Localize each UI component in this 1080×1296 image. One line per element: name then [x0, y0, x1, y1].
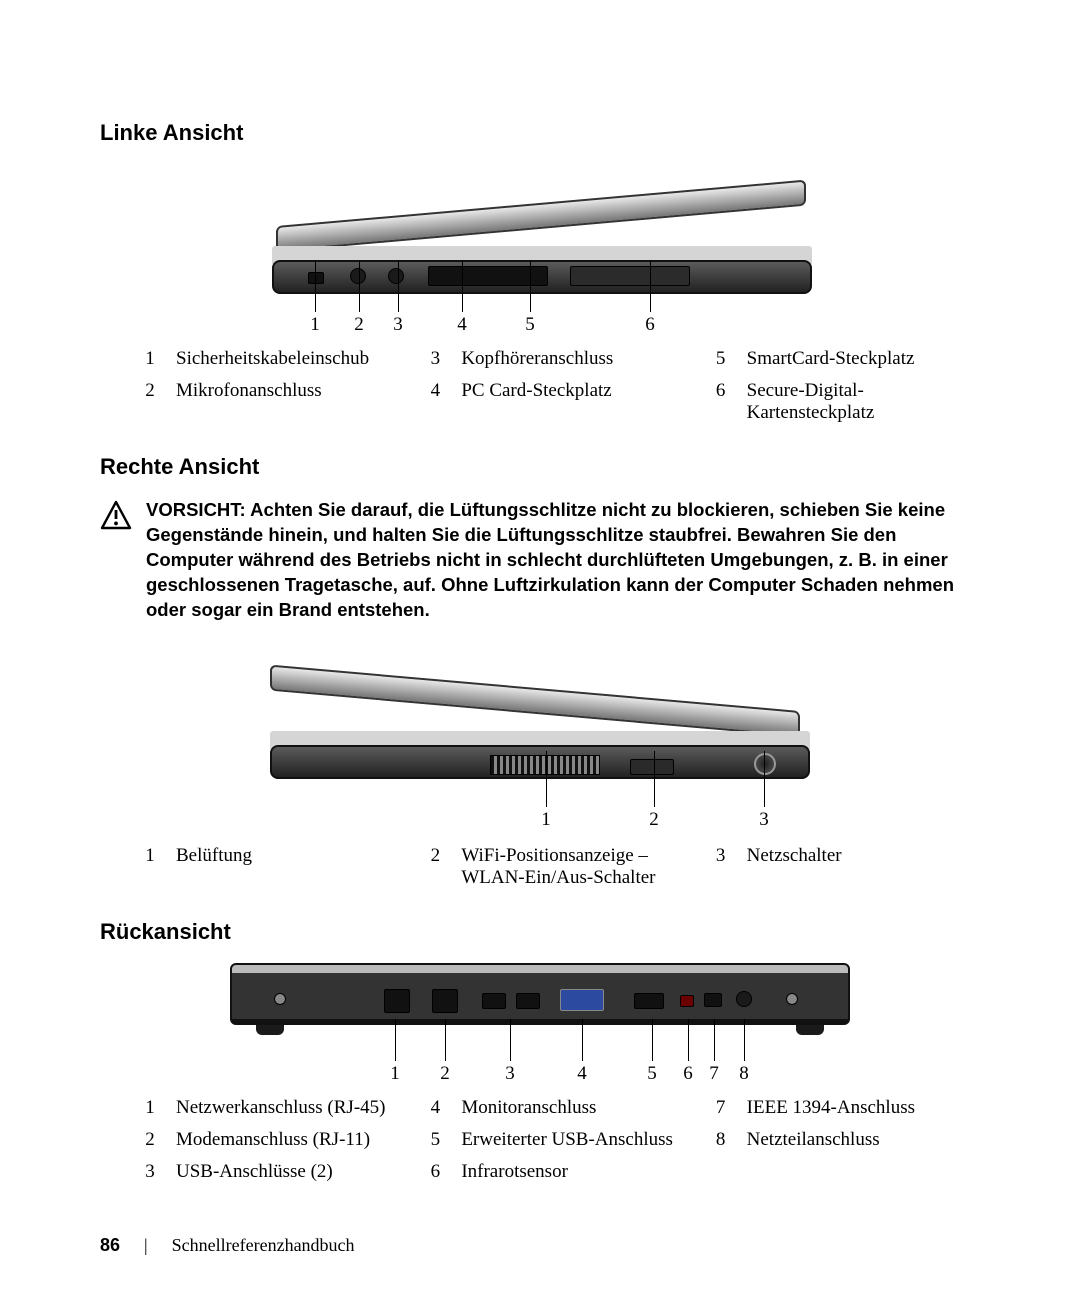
callout-number: 6: [645, 314, 655, 336]
leader-line: [650, 260, 651, 312]
leader-line: [359, 260, 360, 312]
leader-line: [398, 260, 399, 312]
callout-table-number: [701, 1161, 741, 1183]
callout-table-number: 8: [701, 1129, 741, 1151]
callout-table-label: [747, 1161, 980, 1183]
right-view-diagram: 1 2 3: [260, 641, 820, 831]
back-view-callout-table: 1 Netzwerkanschluss (RJ-45) 4 Monitoranschl…: [130, 1097, 980, 1183]
callout-table-label: Netzschalter: [747, 845, 980, 889]
callout-table-number: 1: [130, 1097, 170, 1119]
callout-table-number: 7: [701, 1097, 741, 1119]
callout-table-label: WiFi-Positionsanzeige – WLAN-Ein/Aus-Sch…: [461, 845, 694, 889]
callout-table-number: 1: [130, 845, 170, 889]
callout-table-label: Infrarotsensor: [461, 1161, 694, 1183]
callout-table-number: 5: [415, 1129, 455, 1151]
leader-line: [315, 260, 316, 312]
page-number: 86: [100, 1235, 120, 1256]
callout-table-label: Erweiterter USB-Anschluss: [461, 1129, 694, 1151]
heading-right-view: Rechte Ansicht: [100, 454, 980, 480]
leader-line: [714, 1019, 715, 1061]
leader-line: [652, 1019, 653, 1061]
right-view-callout-table: 1Belüftung2WiFi-Positionsanzeige – WLAN-…: [130, 845, 980, 889]
back-view-callout-numbers: [230, 1057, 850, 1083]
callout-table-number: 4: [415, 380, 455, 424]
callout-table-number: 2: [415, 845, 455, 889]
warning-triangle-icon: [100, 500, 132, 530]
callout-number: 2: [440, 1063, 450, 1085]
callout-number: 8: [739, 1063, 749, 1085]
callout-number: 3: [393, 314, 403, 336]
callout-table-label: Monitoranschluss: [461, 1097, 694, 1119]
callout-table-number: 4: [415, 1097, 455, 1119]
callout-number: 3: [505, 1063, 515, 1085]
callout-table-number: 6: [415, 1161, 455, 1183]
callout-number: 3: [759, 809, 769, 831]
callout-table-label: Secure-Digital-Kartensteckplatz: [747, 380, 980, 424]
callout-table-number: 6: [701, 380, 741, 424]
left-view-callout-table: 1 Sicherheitskabeleinschub 3 Kopfhöreransch…: [130, 348, 980, 424]
leader-line: [530, 260, 531, 312]
callout-number: 5: [525, 314, 535, 336]
callout-number: 4: [457, 314, 467, 336]
callout-table-label: Netzteilanschluss: [747, 1129, 980, 1151]
back-view-diagram: 1 2 3 4 5 678: [230, 963, 850, 1083]
page-footer: 86 | Schnellreferenzhandbuch: [100, 1235, 355, 1256]
callout-table-label: IEEE 1394-Anschluss: [747, 1097, 980, 1119]
caution-body: Achten Sie darauf, die Lüftungsschlitze …: [146, 499, 954, 620]
leader-line: [395, 1019, 396, 1061]
footer-separator: |: [144, 1235, 148, 1256]
callout-table-label: PC Card-Steckplatz: [461, 380, 694, 424]
callout-table-number: 1: [130, 348, 170, 370]
left-view-diagram: 1 2 3 4 5 6: [260, 164, 820, 334]
callout-table-label: Belüftung: [176, 845, 409, 889]
callout-table-number: 3: [701, 845, 741, 889]
callout-table-label: Mikrofonanschluss: [176, 380, 409, 424]
callout-number: 7: [709, 1063, 719, 1085]
leader-line: [510, 1019, 511, 1061]
callout-table-number: 5: [701, 348, 741, 370]
callout-number: 4: [577, 1063, 587, 1085]
callout-number: 2: [649, 809, 659, 831]
leader-line: [546, 751, 547, 807]
callout-table-number: 3: [130, 1161, 170, 1183]
leader-line: [445, 1019, 446, 1061]
callout-number: 1: [310, 314, 320, 336]
leader-line: [462, 260, 463, 312]
heading-left-view: Linke Ansicht: [100, 120, 980, 146]
leader-line: [582, 1019, 583, 1061]
callout-table-label: USB-Anschlüsse (2): [176, 1161, 409, 1183]
leader-line: [764, 751, 765, 807]
back-view-figure: 1 2 3 4 5 678: [100, 963, 980, 1083]
callout-table-number: 3: [415, 348, 455, 370]
callout-number: 6: [683, 1063, 693, 1085]
callout-number: 2: [354, 314, 364, 336]
left-view-callout-numbers: [260, 308, 820, 334]
callout-table-number: 2: [130, 380, 170, 424]
callout-table-label: SmartCard-Steckplatz: [747, 348, 980, 370]
page: Linke Ansicht 123456 1Sicherheitskabelei…: [0, 0, 1080, 1296]
right-view-callout-numbers: [260, 805, 820, 831]
footer-doc-title: Schnellreferenzhandbuch: [172, 1235, 355, 1256]
leader-line: [688, 1019, 689, 1061]
heading-back-view: Rückansicht: [100, 919, 980, 945]
caution-text: VORSICHT: Achten Sie darauf, die Lüftung…: [146, 498, 980, 623]
callout-table-label: Modemanschluss (RJ-11): [176, 1129, 409, 1151]
callout-table-label: Netzwerkanschluss (RJ-45): [176, 1097, 409, 1119]
callout-table-label: Sicherheitskabeleinschub: [176, 348, 409, 370]
callout-number: 5: [647, 1063, 657, 1085]
callout-number: 1: [390, 1063, 400, 1085]
leader-line: [744, 1019, 745, 1061]
left-view-figure: 1 2 3 4 5 6: [100, 164, 980, 334]
right-view-figure: 1 2 3: [100, 641, 980, 831]
callout-table-number: 2: [130, 1129, 170, 1151]
caution-notice: VORSICHT: Achten Sie darauf, die Lüftung…: [100, 498, 980, 623]
callout-number: 1: [541, 809, 551, 831]
leader-line: [654, 751, 655, 807]
callout-table-label: Kopfhöreranschluss: [461, 348, 694, 370]
caution-label: VORSICHT:: [146, 499, 246, 520]
